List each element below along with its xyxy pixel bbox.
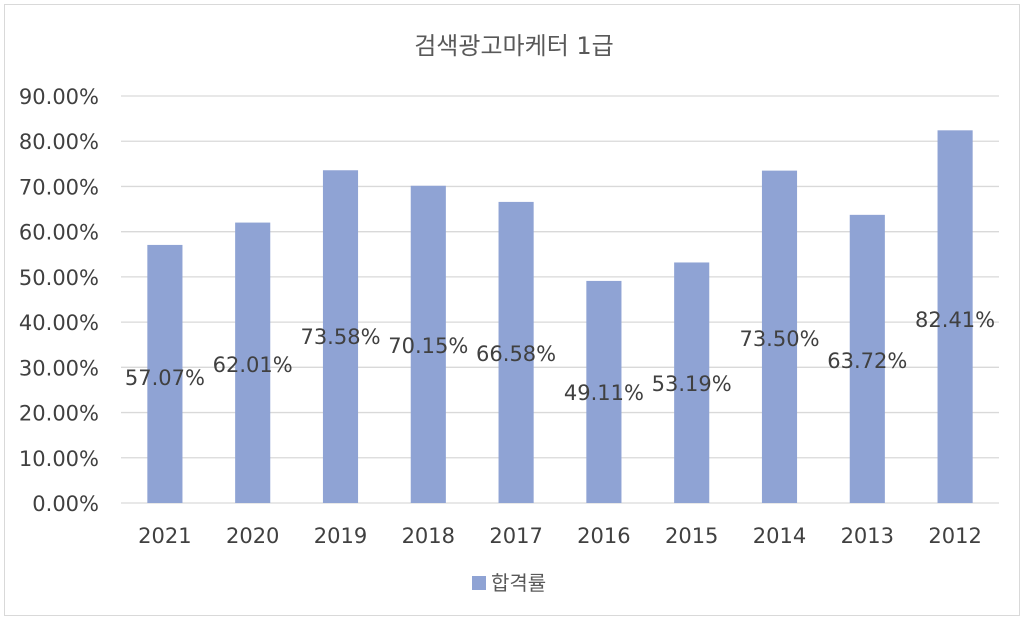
data-label: 57.07% bbox=[125, 366, 205, 390]
data-label: 53.19% bbox=[652, 372, 732, 396]
data-label: 70.15% bbox=[388, 334, 468, 358]
x-tick-label: 2017 bbox=[489, 524, 542, 548]
data-label: 73.58% bbox=[300, 325, 380, 349]
data-label: 73.50% bbox=[739, 327, 819, 351]
y-axis-ticks: 0.00% 10.00% 20.00% 30.00% 40.00% 50.00% 60.00… bbox=[19, 85, 99, 516]
data-label: 82.41% bbox=[915, 308, 995, 332]
x-tick-label: 2020 bbox=[226, 524, 279, 548]
data-label: 63.72% bbox=[827, 349, 907, 373]
bar bbox=[410, 185, 446, 503]
y-tick-label: 80.00% bbox=[19, 130, 99, 154]
bar bbox=[937, 130, 973, 503]
data-label: 66.58% bbox=[476, 342, 556, 366]
bar bbox=[586, 280, 622, 503]
y-tick-label: 0.00% bbox=[32, 492, 99, 516]
y-tick-label: 20.00% bbox=[19, 402, 99, 426]
bar bbox=[147, 244, 183, 503]
data-label: 49.11% bbox=[564, 381, 644, 405]
x-tick-label: 2014 bbox=[753, 524, 806, 548]
x-tick-label: 2016 bbox=[577, 524, 630, 548]
data-label: 62.01% bbox=[213, 353, 293, 377]
legend-swatch bbox=[472, 576, 486, 590]
x-tick-label: 2012 bbox=[928, 524, 981, 548]
bar bbox=[761, 170, 798, 503]
bar bbox=[674, 262, 710, 503]
x-axis-ticks: 2021 2020 2019 2018 2017 2016 2015 2014 2013 2012 bbox=[138, 524, 982, 548]
x-tick-label: 2018 bbox=[402, 524, 455, 548]
y-tick-label: 50.00% bbox=[19, 266, 99, 290]
legend-label: 합격률 bbox=[491, 571, 546, 595]
bars bbox=[147, 130, 973, 503]
x-tick-label: 2019 bbox=[314, 524, 367, 548]
bar bbox=[235, 222, 271, 503]
bar bbox=[322, 170, 359, 503]
bar bbox=[498, 201, 534, 503]
y-tick-label: 30.00% bbox=[19, 356, 99, 380]
chart-title: 검색광고마케터 1급 bbox=[414, 32, 614, 60]
y-tick-label: 90.00% bbox=[19, 85, 99, 109]
x-tick-label: 2013 bbox=[841, 524, 894, 548]
bar bbox=[849, 214, 885, 503]
data-labels: 57.07% 62.01% 73.58% 70.15% 66.58% 49.11% 53.1… bbox=[125, 308, 995, 405]
y-tick-label: 70.00% bbox=[19, 175, 99, 199]
x-tick-label: 2015 bbox=[665, 524, 718, 548]
y-tick-label: 10.00% bbox=[19, 447, 99, 471]
y-tick-label: 40.00% bbox=[19, 311, 99, 335]
legend: 합격률 bbox=[472, 571, 546, 595]
y-tick-label: 60.00% bbox=[19, 221, 99, 245]
x-tick-label: 2021 bbox=[138, 524, 191, 548]
